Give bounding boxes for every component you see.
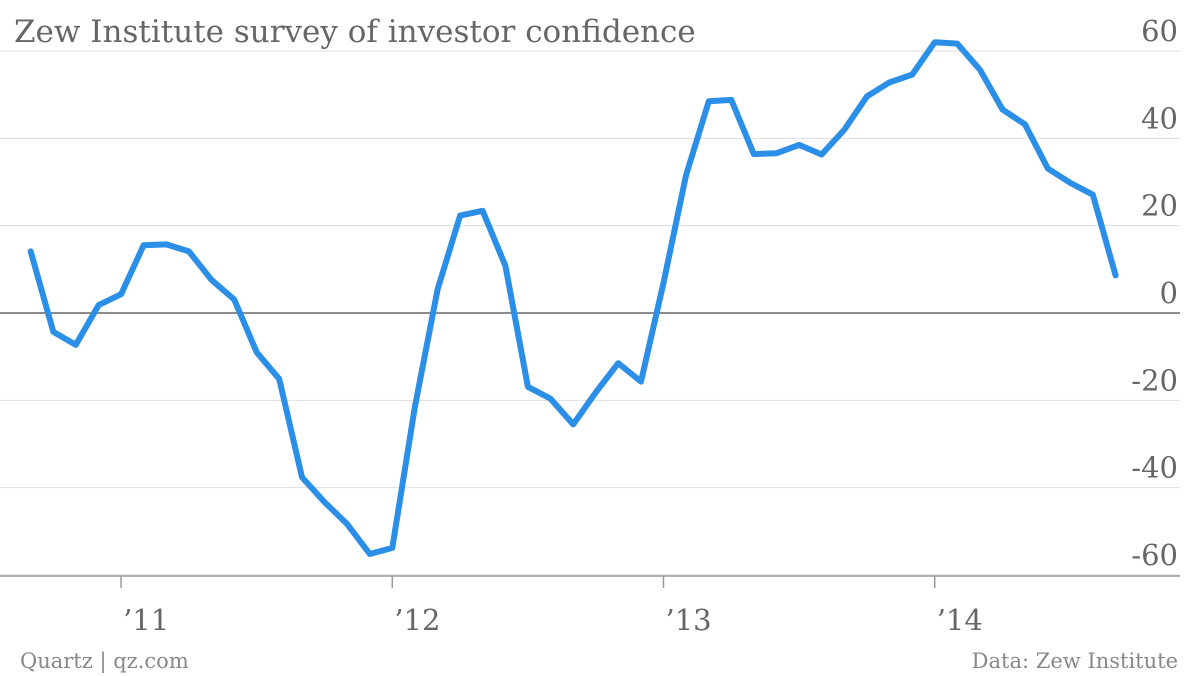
chart-title: Zew Institute survey of investor confide… <box>14 14 696 50</box>
y-tick-label: -20 <box>1131 363 1178 397</box>
x-tick-label: ’14 <box>937 603 983 637</box>
gridlines <box>0 50 1180 576</box>
y-axis-tick-labels: 60 40 20 0 -20 -40 -60 <box>1131 14 1178 572</box>
x-axis-tick-labels: ’11 ’12 ’13 ’14 <box>123 603 983 637</box>
footer-source: Data: Zew Institute <box>972 649 1178 673</box>
series-line-0 <box>27 39 1119 557</box>
footer-credit: Quartz | qz.com <box>20 649 189 674</box>
y-tick-label: -40 <box>1131 451 1178 485</box>
x-axis <box>0 312 1180 588</box>
y-tick-label: 20 <box>1141 189 1178 223</box>
y-tick-label: 0 <box>1160 276 1178 310</box>
x-tick-label: ’13 <box>666 603 712 637</box>
y-tick-label: 60 <box>1141 14 1178 48</box>
y-tick-label: -60 <box>1131 538 1178 572</box>
x-tick-label: ’11 <box>123 603 169 637</box>
series-layer <box>27 39 1119 557</box>
x-tick-label: ’12 <box>394 603 440 637</box>
y-tick-label: 40 <box>1141 101 1178 135</box>
